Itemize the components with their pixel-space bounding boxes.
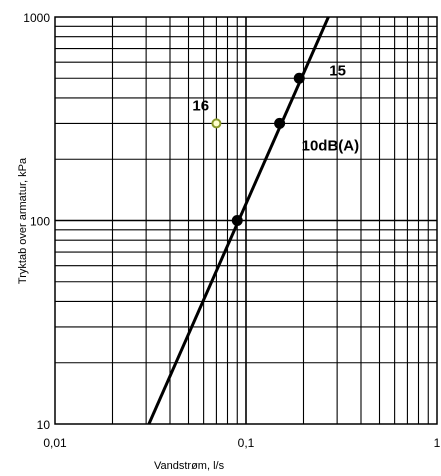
grid-lines: [55, 17, 437, 424]
point-16-marker: [211, 118, 222, 129]
y-tick-label: 100: [30, 215, 50, 229]
data-point: [293, 72, 305, 84]
point-label: 16: [192, 97, 209, 114]
x-tick-label: 1: [434, 436, 441, 450]
y-tick-label: 10: [37, 418, 51, 432]
plot-frame: [54, 16, 438, 425]
y-axis-title: Tryktab over armatur, kPa: [17, 157, 29, 284]
x-axis-title: Vandstrøm, l/s: [154, 460, 225, 472]
series-layer: 16 15 10dB(A): [147, 16, 360, 425]
annotation-label: 15: [329, 62, 346, 79]
annotation-label: 10dB(A): [302, 137, 360, 154]
y-tick-label: 1000: [23, 11, 50, 25]
data-point: [231, 215, 243, 226]
x-tick-label: 0,01: [43, 436, 67, 450]
x-tick-label: 0,1: [238, 436, 255, 450]
data-point: [274, 117, 286, 129]
tick-labels: 0,01 0,1 1 10 100 1000: [23, 11, 440, 450]
